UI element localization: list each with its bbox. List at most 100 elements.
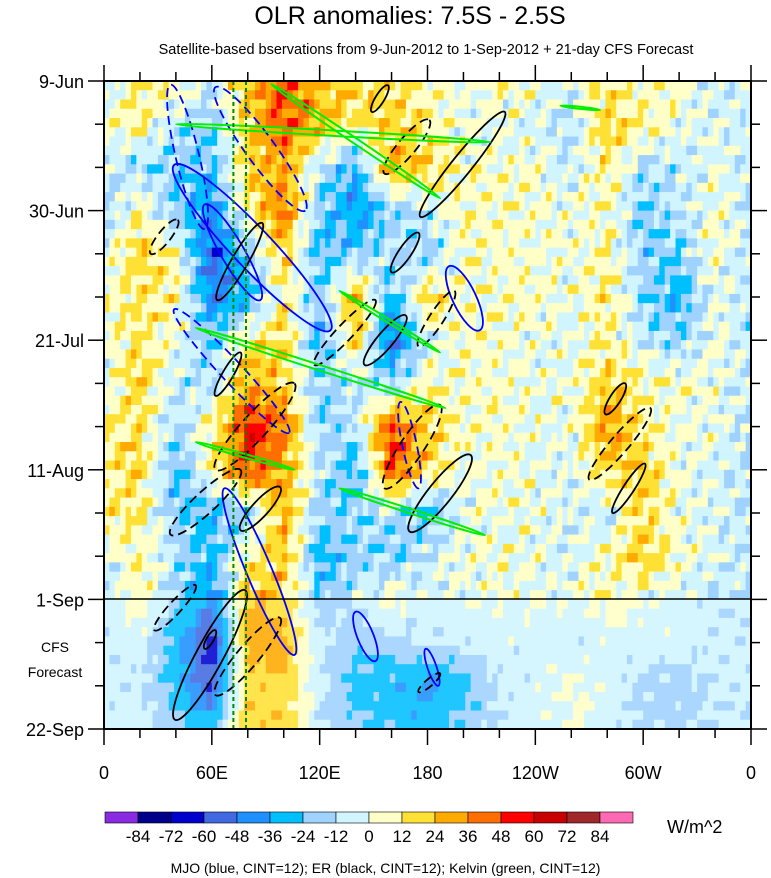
- heatmap-cell: [152, 405, 159, 415]
- heatmap-cell: [432, 395, 439, 406]
- heatmap-cell: [567, 442, 574, 452]
- heatmap-cell: [594, 358, 601, 369]
- heatmap-cell: [508, 136, 515, 147]
- heatmap-cell: [740, 340, 747, 351]
- heatmap-cell: [357, 432, 364, 443]
- heatmap-cell: [352, 256, 359, 267]
- heatmap-cell: [643, 90, 650, 101]
- heatmap-cell: [368, 108, 375, 119]
- heatmap-cell: [729, 108, 736, 119]
- heatmap-cell: [476, 395, 483, 406]
- heatmap-cell: [416, 136, 423, 147]
- heatmap-cell: [734, 173, 741, 184]
- heatmap-cell: [244, 275, 251, 286]
- heatmap-cell: [540, 81, 547, 91]
- heatmap-cell: [211, 256, 218, 267]
- heatmap-cell: [206, 303, 213, 314]
- heatmap-cell: [653, 136, 660, 147]
- heatmap-cell: [659, 90, 666, 101]
- heatmap-cell: [459, 405, 466, 415]
- heatmap-cell: [330, 321, 337, 332]
- heatmap-cell: [179, 118, 186, 128]
- heatmap-cell: [740, 377, 747, 388]
- heatmap-cell: [411, 238, 418, 249]
- heatmap-cell: [465, 303, 472, 314]
- heatmap-cell: [184, 442, 191, 452]
- heatmap-cell: [492, 155, 499, 165]
- heatmap-cell: [486, 451, 493, 462]
- heatmap-cell: [195, 155, 202, 165]
- heatmap-cell: [190, 349, 197, 360]
- heatmap-cell: [281, 266, 288, 276]
- heatmap-cell: [567, 266, 574, 276]
- heatmap-cell: [325, 284, 332, 295]
- heatmap-cell: [546, 432, 553, 443]
- heatmap-cell: [653, 145, 660, 156]
- heatmap-cell: [745, 127, 751, 138]
- heatmap-cell: [395, 377, 402, 388]
- heatmap-cell: [481, 377, 488, 388]
- heatmap-cell: [449, 405, 456, 415]
- heatmap-cell: [217, 90, 224, 101]
- heatmap-cell: [670, 432, 677, 443]
- heatmap-cell: [675, 395, 682, 406]
- heatmap-cell: [605, 247, 612, 258]
- heatmap-cell: [502, 395, 509, 406]
- heatmap-cell: [497, 432, 504, 443]
- heatmap-cell: [454, 432, 461, 443]
- heatmap-cell: [271, 118, 278, 128]
- heatmap-cell: [260, 266, 267, 276]
- heatmap-cell: [384, 442, 391, 452]
- heatmap-cell: [352, 182, 359, 193]
- heatmap-cell: [594, 145, 601, 156]
- heatmap-cell: [427, 442, 434, 452]
- heatmap-cell: [691, 136, 698, 147]
- heatmap-cell: [120, 219, 127, 230]
- heatmap-cell: [319, 358, 326, 369]
- heatmap-cell: [600, 414, 607, 425]
- heatmap-cell: [201, 219, 208, 230]
- heatmap-cell: [476, 340, 483, 351]
- heatmap-cell: [632, 349, 639, 360]
- heatmap-cell: [249, 136, 256, 147]
- heatmap-cell: [292, 275, 299, 286]
- heatmap-cell: [325, 321, 332, 332]
- heatmap-cell: [314, 145, 321, 156]
- heatmap-cell: [330, 293, 337, 304]
- heatmap-cell: [281, 358, 288, 369]
- heatmap-cell: [228, 238, 234, 249]
- heatmap-cell: [459, 201, 466, 212]
- heatmap-cell: [529, 136, 536, 147]
- heatmap-cell: [281, 330, 288, 341]
- heatmap-cell: [513, 275, 520, 286]
- heatmap-cell: [540, 451, 547, 462]
- heatmap-cell: [147, 358, 154, 369]
- heatmap-cell: [740, 99, 747, 110]
- heatmap-cell: [535, 293, 542, 304]
- heatmap-cell: [384, 118, 391, 128]
- heatmap-cell: [643, 423, 650, 434]
- heatmap-cell: [643, 321, 650, 332]
- heatmap-cell: [670, 192, 677, 202]
- heatmap-cell: [120, 330, 127, 341]
- heatmap-cell: [653, 81, 660, 91]
- heatmap-cell: [438, 284, 445, 295]
- heatmap-cell: [724, 275, 731, 286]
- heatmap-cell: [465, 266, 472, 276]
- heatmap-cell: [125, 367, 132, 378]
- heatmap-cell: [319, 349, 326, 360]
- heatmap-cell: [691, 423, 698, 434]
- heatmap-cell: [734, 238, 741, 249]
- heatmap-cell: [502, 414, 509, 425]
- heatmap-cell: [573, 321, 580, 332]
- heatmap-cell: [616, 173, 623, 184]
- heatmap-cell: [163, 173, 170, 184]
- heatmap-cell: [600, 358, 607, 369]
- heatmap-cell: [303, 108, 310, 119]
- heatmap-cell: [486, 349, 493, 360]
- heatmap-cell: [120, 210, 127, 221]
- heatmap-cell: [529, 284, 536, 295]
- heatmap-cell: [680, 321, 687, 332]
- heatmap-cell: [502, 256, 509, 267]
- heatmap-cell: [529, 145, 536, 156]
